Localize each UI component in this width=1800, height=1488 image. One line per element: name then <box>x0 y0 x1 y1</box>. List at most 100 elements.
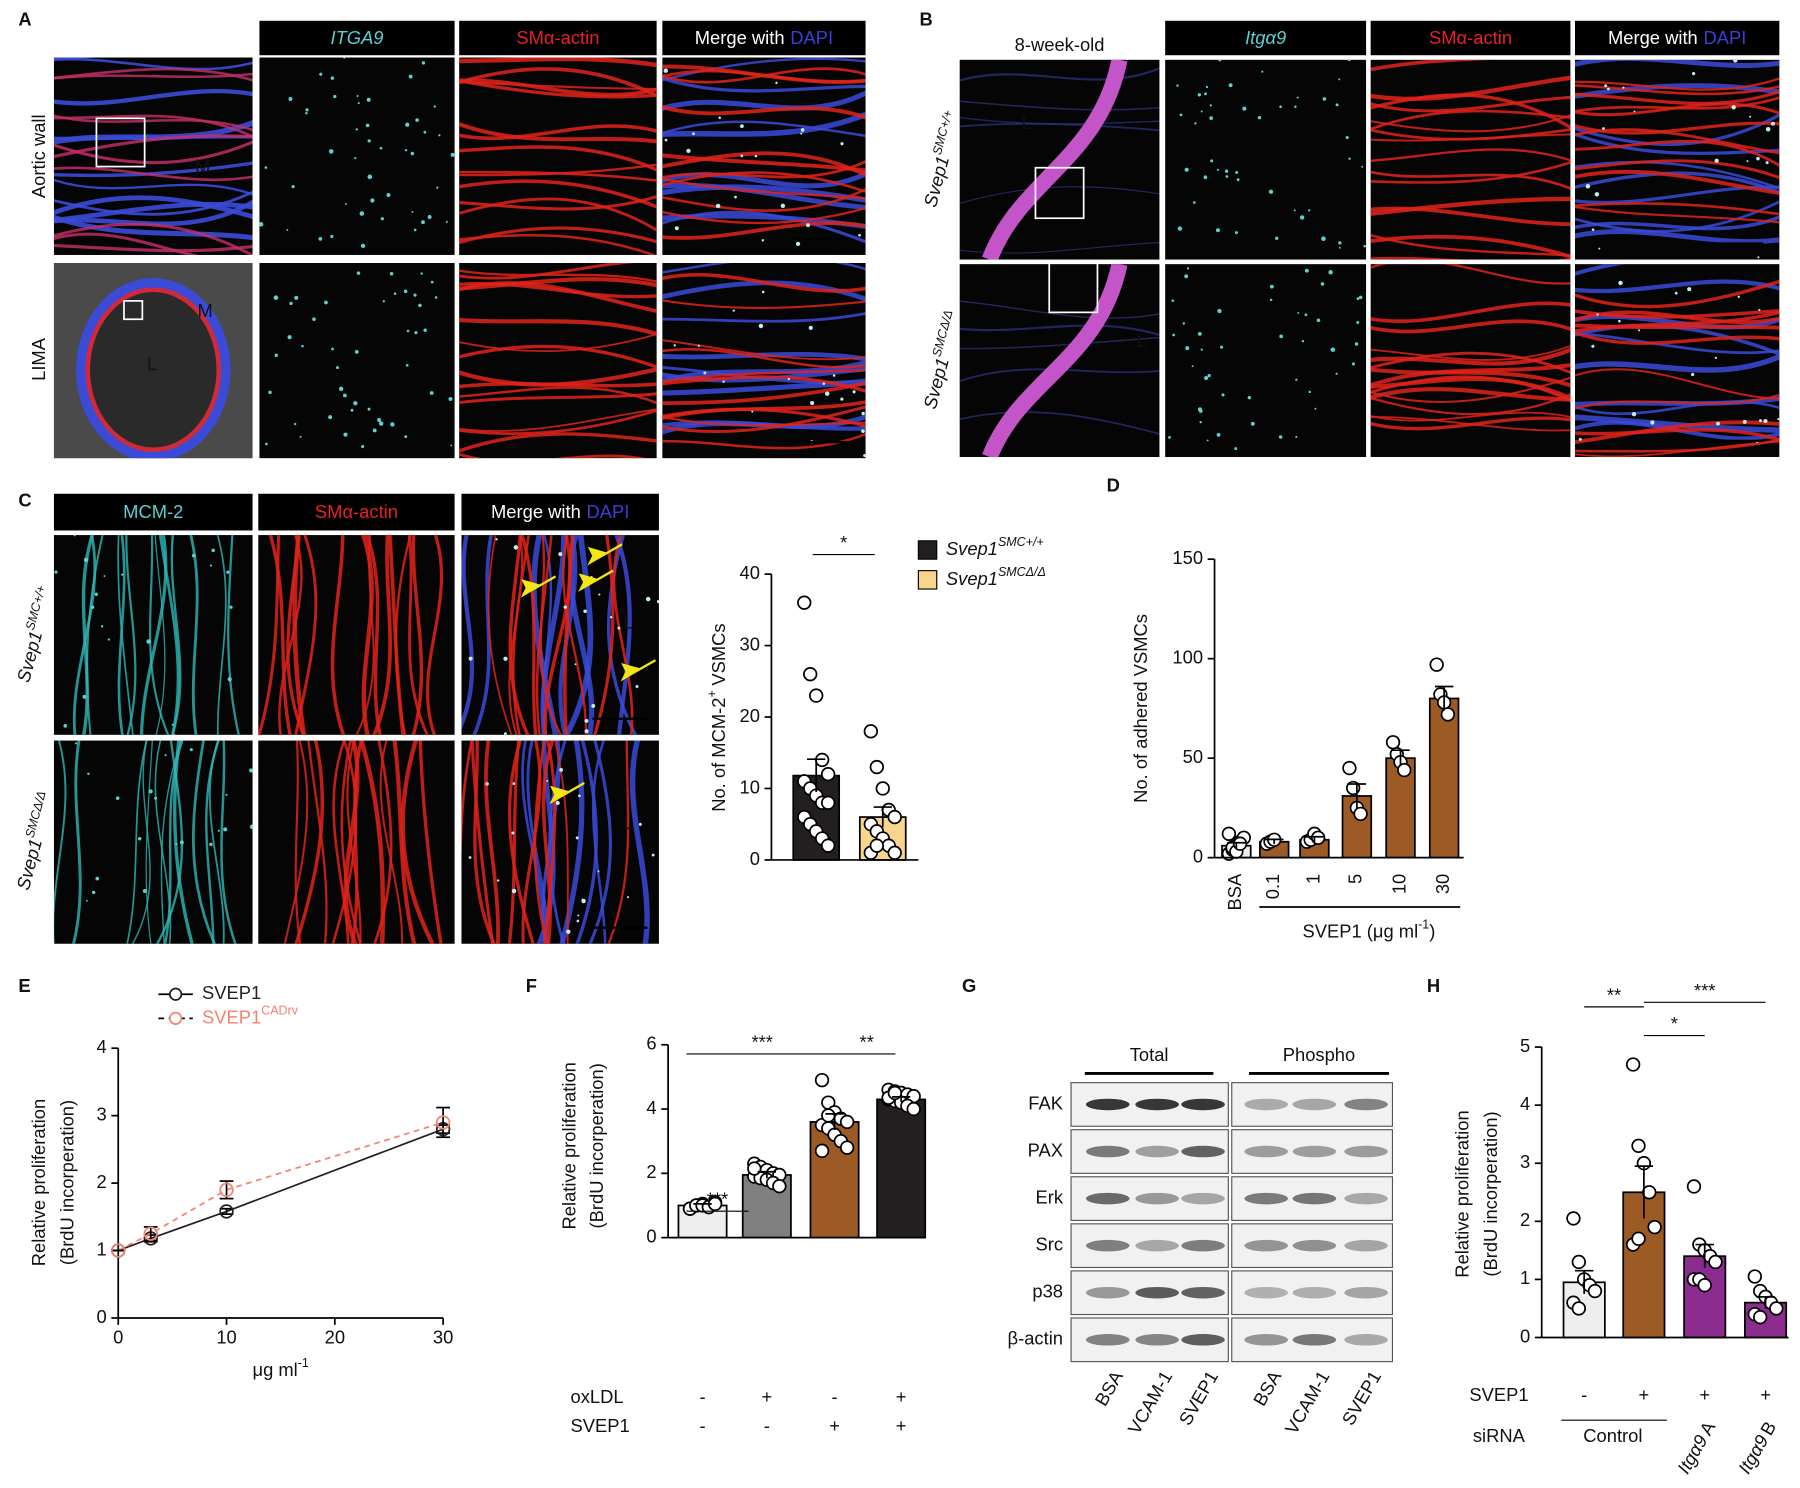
micrograph <box>259 57 455 255</box>
dot <box>227 677 232 682</box>
dot <box>1184 167 1189 172</box>
fiber <box>53 740 67 944</box>
header-label: MCM-2 <box>123 501 183 522</box>
dot <box>583 609 587 614</box>
dot <box>361 445 365 449</box>
condition-symbol: - <box>832 1386 838 1407</box>
fiber <box>459 277 657 291</box>
x-axis-label-part: ) <box>1429 920 1435 941</box>
dot <box>288 97 293 101</box>
row-label: SVEP1 <box>571 1415 630 1436</box>
data-point <box>814 1072 830 1088</box>
dot <box>173 733 176 735</box>
fiber <box>372 535 392 735</box>
dot <box>1692 72 1696 76</box>
data-point <box>887 845 902 860</box>
fiber <box>1370 351 1571 375</box>
dot <box>433 105 436 108</box>
fiber <box>1575 323 1780 330</box>
dot <box>414 331 418 335</box>
dot <box>403 289 408 294</box>
significance-label: *** <box>752 1031 773 1052</box>
dot <box>87 772 90 776</box>
dot <box>1218 59 1222 62</box>
dot <box>1618 280 1623 286</box>
panel-label: A <box>18 9 31 30</box>
fiber <box>53 67 253 82</box>
fiber <box>662 90 866 112</box>
data-point <box>1642 1185 1657 1200</box>
fiber <box>662 416 866 427</box>
blot-band <box>1181 1334 1225 1346</box>
data-point <box>1708 1254 1723 1270</box>
header-label: SMα-actin <box>516 27 599 48</box>
dot <box>1221 393 1225 397</box>
fiber <box>562 535 588 735</box>
fiber <box>307 740 328 944</box>
blot-band <box>1344 1192 1388 1205</box>
fiber <box>1575 353 1780 373</box>
dot <box>775 81 778 85</box>
micrograph-content <box>959 264 1160 458</box>
dot <box>229 605 233 609</box>
header-box <box>259 20 455 56</box>
dot <box>344 203 347 205</box>
dot <box>1176 84 1179 87</box>
dot <box>1177 226 1183 231</box>
legend-label-part: SMCΔ/Δ <box>998 565 1046 579</box>
micrograph-content <box>258 535 444 735</box>
dot <box>73 535 76 537</box>
fiber <box>71 740 82 944</box>
fiber <box>612 535 634 735</box>
data-point <box>143 1226 158 1241</box>
data-point <box>1631 1231 1646 1246</box>
micrograph <box>459 263 657 459</box>
dot <box>54 570 58 574</box>
dot <box>780 203 786 208</box>
fiber <box>662 407 866 428</box>
micrograph-content <box>459 263 657 459</box>
panel-label: D <box>1107 475 1120 496</box>
data-point <box>219 1204 234 1219</box>
fiber <box>959 300 1160 319</box>
dot <box>91 890 96 895</box>
data-point <box>1385 735 1401 750</box>
fiber <box>53 190 253 216</box>
dot <box>1200 348 1203 351</box>
dot <box>1356 321 1360 325</box>
fiber <box>350 740 363 944</box>
dot <box>577 914 580 917</box>
condition-symbol: + <box>896 1415 907 1436</box>
legend-swatch <box>917 570 938 590</box>
dot <box>1217 308 1222 314</box>
header-label: Itgα9 <box>1245 27 1286 48</box>
condition-symbol: - <box>1581 1384 1587 1405</box>
fiber <box>1575 229 1780 245</box>
dot <box>800 128 805 132</box>
significance-label: *** <box>707 1189 728 1210</box>
fiber <box>662 299 866 310</box>
fiber <box>606 535 638 735</box>
fiber <box>1370 367 1571 388</box>
dot <box>405 122 410 127</box>
dot <box>1204 375 1209 381</box>
dot <box>1607 87 1610 91</box>
dot <box>751 410 754 413</box>
data-point <box>1686 1179 1702 1194</box>
fiber <box>1575 279 1780 309</box>
dot <box>861 411 865 416</box>
y-tick-label: 0 <box>750 848 760 869</box>
dot <box>319 72 323 76</box>
legend-label: Svep1SMCΔ/Δ <box>946 565 1046 589</box>
group-label: Control <box>1583 1425 1642 1446</box>
dot <box>410 151 415 156</box>
fiber <box>1575 202 1780 216</box>
fiber <box>1575 113 1780 146</box>
dot <box>1205 85 1209 89</box>
data-point <box>1566 1211 1581 1226</box>
blot-row-label: p38 <box>1032 1281 1063 1302</box>
y-tick-label: 2 <box>646 1161 656 1182</box>
legend-swatch <box>917 540 938 560</box>
micrograph-content <box>259 57 455 248</box>
fiber <box>959 100 1160 111</box>
